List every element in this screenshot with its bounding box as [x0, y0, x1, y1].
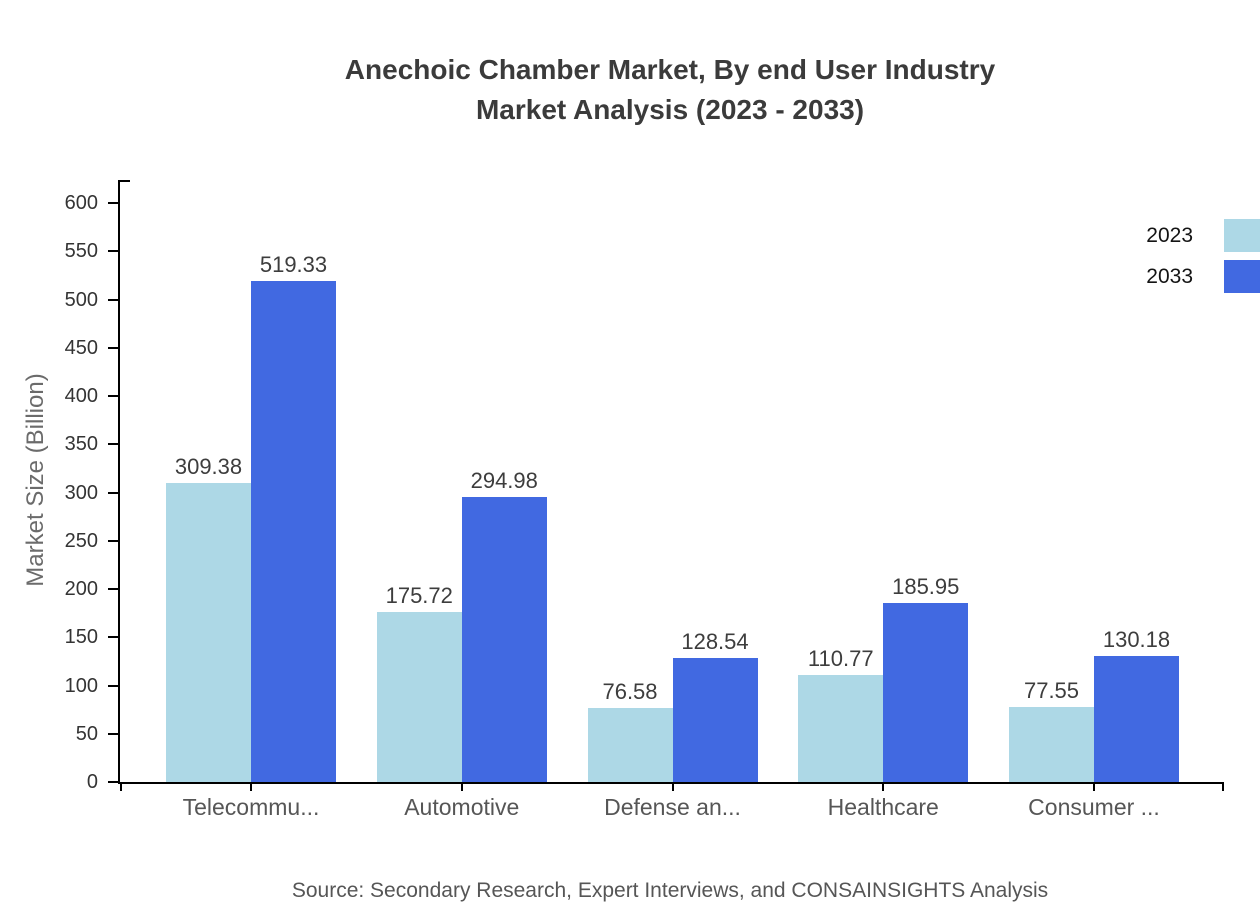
y-axis-tick-label: 200: [64, 578, 98, 600]
legend-label: 2033: [1146, 264, 1193, 288]
x-axis-category-label: Defense an...: [604, 794, 741, 820]
x-axis-tick: [250, 782, 252, 791]
legend-label: 2023: [1146, 223, 1193, 247]
y-axis-tick: [108, 491, 118, 494]
x-axis-origin-tick: [120, 782, 122, 791]
y-axis-tick: [108, 781, 118, 783]
plot-area: 0 50 100 150 200 250 300 350 400 450 500 550 600 309.…: [65, 180, 1224, 820]
y-axis-tick-label: 550: [64, 240, 98, 263]
y-axis-tick-label: 500: [64, 288, 98, 311]
chart-title-line1: Anechoic Chamber Market, By end User Ind…: [344, 54, 996, 85]
x-axis-tick: [671, 782, 674, 791]
value-label-2033-2: 294.98: [470, 468, 538, 494]
y-axis-tick: [108, 443, 118, 446]
y-axis-tick: [108, 395, 118, 397]
y-axis-tick: [108, 636, 118, 639]
x-axis-tick: [460, 782, 463, 791]
y-axis-tick-label: 250: [64, 529, 98, 552]
value-label-2033-3: 128.54: [681, 628, 749, 654]
bar-2023-4: [798, 675, 884, 782]
y-axis-tick: [108, 539, 118, 542]
y-axis-tick-label: 0: [86, 771, 98, 793]
bar-2023-5: [1009, 707, 1094, 782]
source-note: Source: Secondary Research, Expert Inter…: [291, 879, 1049, 902]
bar-2033-2: [461, 497, 547, 782]
y-axis-tick: [108, 588, 118, 590]
value-label-2033-5: 130.18: [1102, 627, 1171, 653]
x-axis-end-tick: [1222, 782, 1224, 791]
x-axis-category-label: Consumer ...: [1028, 794, 1160, 820]
y-axis-tick: [108, 298, 118, 301]
bar-2033-5: [1094, 656, 1179, 782]
x-axis-tick: [1093, 782, 1095, 791]
x-axis-category-label: Automotive: [404, 794, 520, 820]
legend-swatch: [1224, 260, 1260, 293]
y-axis-tick: [108, 684, 118, 687]
bar-2033-4: [883, 602, 969, 782]
y-axis-tick-label: 150: [64, 626, 98, 649]
legend-item-2033: 2033: [1146, 260, 1260, 293]
bar-2023-3: [587, 708, 673, 782]
legend: 2023 2033: [1146, 219, 1260, 301]
bar-2023-1: [166, 483, 251, 782]
y-axis-tick-label: 300: [64, 481, 98, 504]
y-axis-top-cap: [120, 180, 130, 182]
value-label-2023-4: 110.77: [807, 646, 874, 672]
y-axis-tick-label: 350: [64, 433, 98, 456]
y-axis-tick-label: 100: [64, 674, 98, 697]
y-axis-tick: [108, 250, 118, 253]
value-label-2033-1: 519.33: [259, 251, 328, 277]
y-axis-tick-label: 600: [64, 192, 98, 214]
x-axis-category-label: Telecommu...: [182, 794, 320, 820]
value-label-2023-2: 175.72: [385, 583, 453, 609]
legend-swatch: [1224, 219, 1260, 252]
legend-item-2023: 2023: [1146, 219, 1260, 252]
chart-title-line2: Market Analysis (2023 - 2033): [475, 94, 865, 125]
value-label-2023-3: 76.58: [602, 679, 658, 705]
bar-2033-1: [251, 280, 336, 782]
x-axis-category-label: Healthcare: [827, 794, 939, 820]
y-axis-tick: [108, 202, 118, 204]
y-axis-tick-label: 450: [64, 336, 98, 359]
y-axis-tick-label: 50: [75, 722, 98, 745]
y-axis-tick-label: 400: [64, 385, 98, 407]
value-label-2023-5: 77.55: [1023, 678, 1080, 704]
y-axis-tick: [108, 346, 118, 349]
value-label-2023-1: 309.38: [174, 454, 243, 480]
bar-2033-3: [672, 657, 758, 782]
chart-title: Anechoic Chamber Market, By end User Ind…: [118, 50, 1222, 130]
value-label-2033-4: 185.95: [892, 573, 960, 599]
x-axis-tick: [882, 782, 885, 791]
bar-2023-2: [376, 612, 462, 782]
y-axis-tick: [108, 732, 118, 735]
